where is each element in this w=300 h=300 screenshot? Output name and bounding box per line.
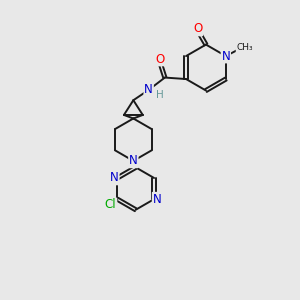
- Text: N: N: [221, 50, 230, 63]
- Text: CH₃: CH₃: [236, 43, 253, 52]
- Text: H: H: [156, 90, 164, 100]
- Text: N: N: [144, 83, 153, 96]
- Text: N: N: [129, 154, 138, 167]
- Text: N: N: [110, 172, 119, 184]
- Text: O: O: [155, 52, 164, 65]
- Text: N: N: [153, 193, 161, 206]
- Text: O: O: [193, 22, 202, 35]
- Text: Cl: Cl: [105, 198, 116, 212]
